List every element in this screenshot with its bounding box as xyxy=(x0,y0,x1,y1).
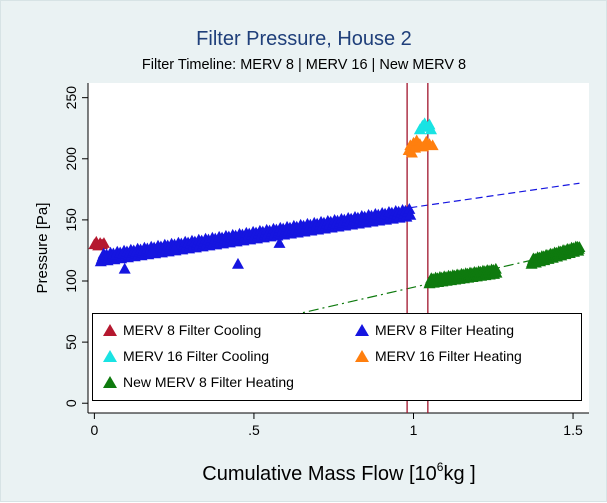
x-tick-label: .5 xyxy=(248,422,260,438)
data-point xyxy=(145,245,158,257)
legend-item-merv8-heating: MERV 8 Filter Heating xyxy=(355,322,514,338)
legend-item-merv16-heating: MERV 16 Filter Heating xyxy=(355,348,522,364)
legend: MERV 8 Filter Cooling MERV 8 Filter Heat… xyxy=(92,313,582,401)
legend-marker-triangle-icon xyxy=(103,324,117,336)
y-tick-label: 150 xyxy=(63,208,79,232)
data-point xyxy=(573,241,586,252)
data-point xyxy=(231,257,244,269)
data-point xyxy=(404,209,417,220)
legend-marker-triangle-icon xyxy=(103,376,117,388)
legend-marker-triangle-icon xyxy=(103,350,117,362)
data-point xyxy=(273,237,286,248)
data-point xyxy=(403,203,416,214)
legend-label: MERV 8 Filter Heating xyxy=(375,322,515,338)
legend-item-merv16-cooling: MERV 16 Filter Cooling xyxy=(103,348,269,364)
data-point xyxy=(490,266,503,278)
data-point xyxy=(97,237,110,248)
y-tick-label: 50 xyxy=(63,334,79,350)
fit-line xyxy=(410,182,580,209)
data-point xyxy=(168,243,181,255)
data-point xyxy=(425,123,438,135)
y-tick-label: 100 xyxy=(63,269,79,293)
legend-marker-triangle-icon xyxy=(355,324,369,336)
legend-label: New MERV 8 Filter Heating xyxy=(123,374,294,390)
x-tick-label: 1 xyxy=(410,422,418,438)
chart-title: Filter Pressure, House 2 xyxy=(196,28,412,50)
data-point xyxy=(118,262,131,274)
legend-marker-triangle-icon xyxy=(355,350,369,362)
legend-label: MERV 8 Filter Cooling xyxy=(123,322,262,338)
chart-subtitle: Filter Timeline: MERV 8 | MERV 16 | New … xyxy=(142,57,466,73)
y-tick-label: 250 xyxy=(63,86,79,110)
legend-label: MERV 16 Filter Heating xyxy=(375,348,522,364)
legend-label: MERV 16 Filter Cooling xyxy=(123,348,270,364)
y-tick-label: 200 xyxy=(63,147,79,171)
y-axis-label: Pressure [Pa] xyxy=(34,203,51,294)
x-axis-label: Cumulative Mass Flow [106kg ] xyxy=(202,460,475,485)
x-tick-label: 0 xyxy=(90,422,98,438)
x-tick-label: 1.5 xyxy=(563,422,583,438)
y-tick-label: 0 xyxy=(63,399,79,407)
legend-item-new-merv8-heating: New MERV 8 Filter Heating xyxy=(103,374,294,390)
legend-item-merv8-cooling: MERV 8 Filter Cooling xyxy=(103,322,261,338)
data-point xyxy=(426,139,439,151)
